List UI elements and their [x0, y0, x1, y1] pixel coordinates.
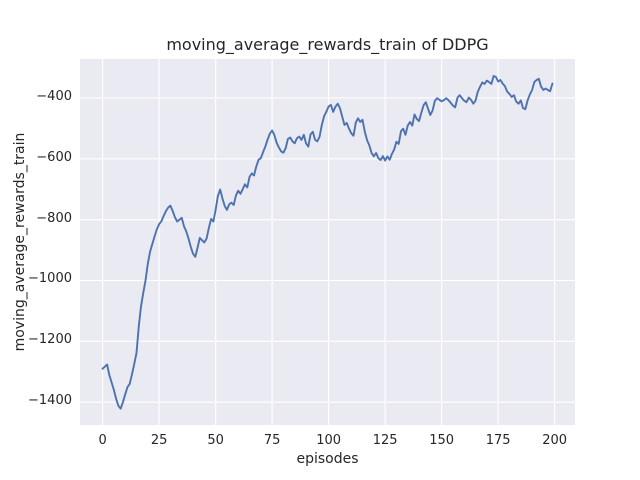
plot-area [80, 59, 575, 425]
y-tick-label: −1000 [28, 271, 72, 287]
y-tick-label: −1200 [28, 332, 72, 348]
x-tick-label: 25 [150, 433, 168, 448]
chart-title: moving_average_rewards_train of DDPG [166, 35, 489, 54]
x-axis-label: episodes [296, 451, 359, 467]
x-tick-label: 150 [429, 433, 455, 448]
y-tick-label: −400 [36, 88, 72, 104]
y-axis-label: moving_average_rewards_train [12, 132, 28, 352]
x-tick-label: 175 [485, 433, 511, 448]
gridlines [80, 59, 575, 425]
line-chart [80, 59, 575, 425]
x-tick-label: 100 [316, 433, 342, 448]
x-tick-label: 75 [263, 433, 281, 448]
x-tick-label: 0 [98, 433, 107, 448]
y-tick-label: −800 [36, 210, 72, 226]
y-tick-label: −600 [36, 149, 72, 165]
x-tick-label: 125 [372, 433, 398, 448]
y-tick-label: −1400 [28, 393, 72, 409]
series-line [101, 75, 554, 410]
x-tick-label: 50 [207, 433, 224, 448]
x-tick-label: 200 [542, 433, 568, 448]
